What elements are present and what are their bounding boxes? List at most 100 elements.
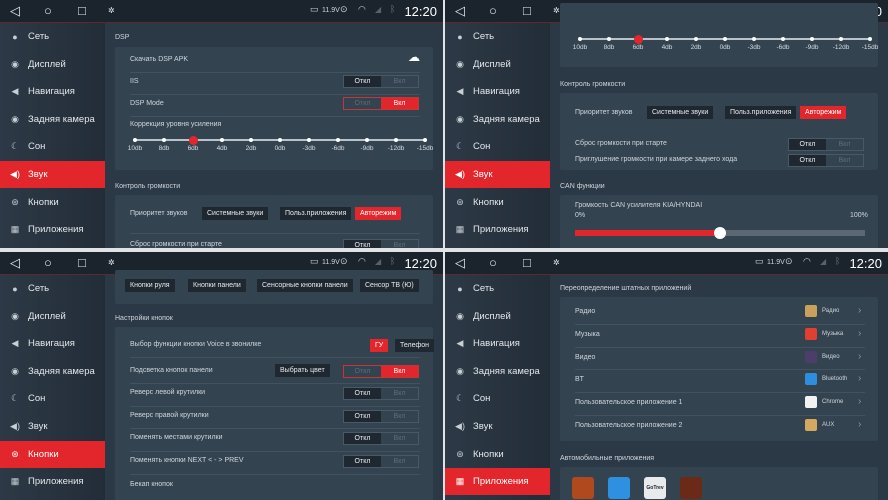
toggle-on[interactable]: Вкл (393, 435, 406, 443)
sidebar-item-1[interactable]: ◉ Дисплей (445, 303, 550, 330)
home-icon[interactable]: ○ (44, 3, 52, 18)
back-icon[interactable]: ◁ (455, 255, 465, 270)
reset-volume-toggle[interactable]: Откл Вкл (788, 138, 864, 151)
recents-icon[interactable]: □ (78, 255, 86, 270)
priority-option[interactable]: Польз.приложения (280, 207, 352, 220)
sidebar-item-7[interactable]: ▦ Приложения (445, 468, 550, 496)
sidebar-item-5[interactable]: ◀) Звук (445, 161, 550, 188)
can-volume-knob[interactable] (714, 227, 726, 239)
choose-color-button[interactable]: Выбрать цвет (275, 364, 330, 377)
toggle-on[interactable]: Вкл (838, 141, 851, 148)
sidebar-item-3[interactable]: ◉ Задняя камера (0, 358, 105, 385)
home-icon[interactable]: ○ (44, 255, 52, 270)
sidebar-item-4[interactable]: ☾ Сон (0, 133, 105, 160)
buttons-tab[interactable]: Сенсорные кнопки панели (257, 279, 353, 292)
sidebar-item-1[interactable]: ◉ Дисплей (0, 51, 105, 78)
iis-toggle[interactable]: Откл Вкл (343, 75, 419, 88)
voice-option[interactable]: ГУ (370, 339, 389, 352)
app-override-row[interactable]: Музыка Музыка › (560, 327, 878, 346)
gain-step[interactable] (307, 138, 311, 142)
gain-step[interactable] (694, 37, 698, 41)
toggle-off[interactable]: Откл (344, 240, 381, 248)
gain-step[interactable] (607, 37, 611, 41)
reset-volume-toggle[interactable]: Откл Вкл (343, 239, 419, 248)
toggle-on[interactable]: Вкл (393, 458, 406, 466)
app-override-row[interactable]: Радио Радио › (560, 305, 878, 323)
sidebar-item-5[interactable]: ◀) Звук (0, 413, 105, 440)
gain-step[interactable] (365, 138, 369, 142)
gain-step[interactable] (868, 37, 872, 41)
priority-option[interactable]: Авторежим (800, 106, 847, 119)
gain-step[interactable] (810, 37, 814, 41)
gain-step[interactable] (578, 37, 582, 41)
gain-slider-knob[interactable] (633, 34, 643, 44)
back-icon[interactable]: ◁ (455, 3, 465, 18)
gain-step[interactable] (665, 37, 669, 41)
gain-step[interactable] (781, 37, 785, 41)
sidebar-item-2[interactable]: ◀ Навигация (445, 78, 550, 105)
sidebar-item-7[interactable]: ▦ Приложения (0, 216, 105, 243)
gain-step[interactable] (752, 37, 756, 41)
button-setting-toggle[interactable]: Откл Вкл (343, 432, 419, 446)
tpms-app-icon[interactable] (572, 477, 594, 499)
app-override-row[interactable]: Пользовательское приложение 1 Chrome › (560, 396, 878, 414)
gain-step[interactable] (162, 138, 166, 142)
toggle-on[interactable]: Вкл (381, 366, 418, 377)
sidebar-item-2[interactable]: ◀ Навигация (445, 330, 550, 357)
priority-option[interactable]: Системные звуки (647, 106, 714, 119)
toggle-off[interactable]: Откл (344, 433, 381, 445)
dsp-mode-toggle[interactable]: Откл Вкл (343, 97, 419, 110)
sidebar-item-7[interactable]: ▦ Приложения (0, 468, 105, 495)
android-auto-app-icon[interactable] (608, 477, 630, 499)
button-setting-toggle[interactable]: Откл Вкл (343, 387, 419, 400)
sidebar-item-3[interactable]: ◉ Задняя камера (445, 358, 550, 385)
recents-icon[interactable]: □ (78, 3, 86, 18)
sidebar-item-4[interactable]: ☾ Сон (445, 133, 550, 160)
app-override-row[interactable]: Пользовательское приложение 2 AUX › (560, 419, 878, 437)
buttons-tab[interactable]: Кнопки руля (125, 279, 175, 292)
car-app-icon[interactable] (680, 477, 702, 499)
app-override-row[interactable]: Видео Видео › (560, 350, 878, 369)
button-setting-toggle[interactable]: Откл Вкл (343, 409, 419, 423)
sidebar-item-0[interactable]: ● Сеть (445, 23, 550, 50)
priority-option[interactable]: Системные звуки (202, 207, 269, 220)
button-setting-toggle[interactable]: Откл Вкл (343, 455, 419, 469)
voice-option[interactable]: Телефон (395, 339, 435, 352)
gain-step[interactable] (133, 138, 137, 142)
toggle-off[interactable]: Откл (789, 139, 826, 150)
toggle-off[interactable]: Откл (344, 410, 381, 422)
buttons-tab[interactable]: Кнопки панели (188, 279, 246, 292)
sidebar-item-4[interactable]: ☾ Сон (445, 385, 550, 412)
toggle-off[interactable]: Откл (344, 76, 381, 87)
backlight-toggle[interactable]: Откл Вкл (343, 365, 419, 378)
toggle-on[interactable]: Вкл (393, 78, 406, 85)
sidebar-item-1[interactable]: ◉ Дисплей (0, 303, 105, 330)
sidebar-item-6[interactable]: ⊛ Кнопки (445, 441, 550, 468)
sidebar-item-5[interactable]: ◀) Звук (445, 413, 550, 440)
sidebar-item-7[interactable]: ▦ Приложения (445, 216, 550, 243)
sidebar-item-3[interactable]: ◉ Задняя камера (445, 106, 550, 133)
toggle-on[interactable]: Вкл (381, 98, 418, 109)
gain-step[interactable] (839, 37, 843, 41)
cloud-download-icon[interactable]: ☁ (408, 50, 420, 64)
back-icon[interactable]: ◁ (10, 255, 20, 270)
gain-step[interactable] (336, 138, 340, 142)
app-override-row[interactable]: BT Bluetooth › (560, 373, 878, 391)
sidebar-item-5[interactable]: ◀) Звук (0, 161, 105, 188)
toggle-off[interactable]: Откл (344, 456, 381, 468)
toggle-off[interactable]: Откл (354, 368, 371, 375)
recents-icon[interactable]: □ (523, 3, 531, 18)
toggle-off[interactable]: Откл (344, 388, 381, 399)
sidebar-item-2[interactable]: ◀ Навигация (0, 78, 105, 105)
gain-slider-knob[interactable] (188, 135, 198, 145)
mute-rear-camera-toggle[interactable]: Откл Вкл (788, 154, 864, 167)
priority-option[interactable]: Польз.приложения (725, 106, 797, 119)
toggle-off[interactable]: Откл (789, 155, 826, 166)
back-icon[interactable]: ◁ (10, 3, 20, 18)
gain-step[interactable] (423, 138, 427, 142)
sidebar-item-3[interactable]: ◉ Задняя камера (0, 106, 105, 133)
recents-icon[interactable]: □ (523, 255, 531, 270)
sidebar-item-4[interactable]: ☾ Сон (0, 385, 105, 412)
home-icon[interactable]: ○ (489, 3, 497, 18)
toggle-on[interactable]: Вкл (393, 242, 406, 248)
